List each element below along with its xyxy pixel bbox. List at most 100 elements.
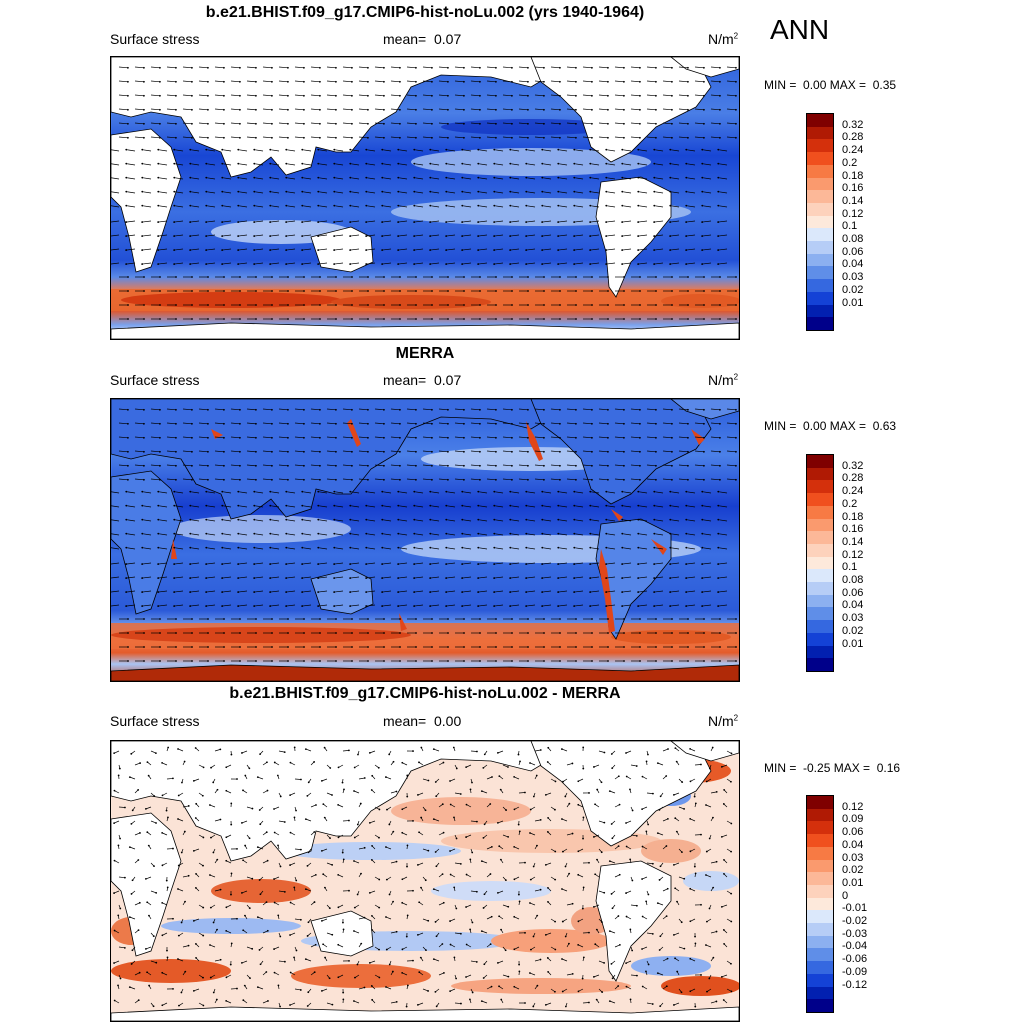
wind-vector [662,66,672,69]
wind-vector-head [212,921,215,924]
wind-vector [142,234,152,237]
wind-vector-head [447,290,449,292]
wind-vector [622,562,632,565]
wind-vector-head [382,478,385,481]
wind-vector-head [573,504,576,507]
wind-vector [342,108,352,111]
wind-vector-head [719,290,721,292]
wind-vector [334,248,344,251]
wind-vector [646,1002,653,1005]
wind-vector [382,234,392,237]
wind-vector [566,94,576,97]
wind-vector-head [222,478,225,481]
wind-vector [593,834,600,838]
wind-vector-head [239,318,241,320]
wind-vector [566,80,576,83]
wind-vector-head [238,108,241,111]
wind-vector [254,491,264,494]
wind-vector [390,94,400,97]
wind-vector-head [302,436,305,439]
wind-vector-head [562,780,564,783]
wind-vector-head [417,934,419,936]
wind-vector-head [462,136,465,139]
wind-vector-head [128,986,131,989]
wind-vector-head [607,646,609,648]
wind-vector [254,576,264,579]
wind-vector-head [542,66,545,69]
wind-vector [598,94,608,97]
wind-vector-head [315,804,317,806]
wind-vector-head [351,290,353,292]
wind-vector [510,590,520,593]
wind-vector-head [606,80,609,83]
wind-vector-head [210,836,212,839]
wind-vector-head [510,408,513,411]
wind-vector [718,562,728,565]
wind-vector-head [142,136,145,139]
wind-vector [726,66,736,69]
wind-vector-head [223,276,225,278]
wind-vector [670,519,680,522]
wind-vector [726,136,736,139]
wind-vector [510,234,520,237]
wind-vector-head [137,929,140,931]
wind-vector-head [285,532,288,535]
wind-vector-head [126,422,129,425]
wind-vector-head [349,204,352,207]
wind-vector-head [589,532,592,535]
wind-vector-head [177,864,180,867]
wind-vector [406,66,416,69]
wind-vector [630,764,637,767]
wind-vector-head [429,563,432,565]
wind-vector [638,220,648,223]
wind-vector-head [206,478,209,481]
wind-vector-head [469,858,472,861]
wind-vector [646,436,656,439]
wind-vector-head [146,971,148,974]
wind-vector-head [525,591,528,593]
colorbar-swatch [807,152,833,165]
wind-vector [390,436,400,439]
wind-vector-head [206,136,209,139]
wind-vector-head [238,408,241,411]
wind-vector-head [461,591,464,593]
wind-vector-head [131,949,134,952]
wind-vector-head [702,422,705,425]
wind-vector-head [689,887,692,890]
wind-vector [494,547,504,550]
wind-vector [478,562,488,565]
wind-vector-head [381,221,384,223]
wind-vector-head [318,122,321,125]
wind-vector [454,122,464,125]
wind-vector-head [365,518,368,521]
wind-vector-head [225,836,228,839]
wind-vector [254,604,264,607]
wind-vector-head [333,504,336,507]
wind-vector-head [382,422,385,425]
colorbar-tick-label: 0.24 [842,485,864,498]
wind-vector [654,576,664,579]
wind-vector-head [254,94,257,97]
wind-vector [326,408,336,411]
wind-vector-head [126,436,129,439]
wind-vector-head [637,162,640,165]
wind-vector [270,505,280,508]
colorbar-swatch [807,228,833,242]
wind-vector-head [645,830,648,833]
wind-vector-head [600,781,603,784]
wind-vector-head [592,975,595,978]
wind-vector-head [574,408,577,411]
wind-vector [526,562,536,565]
wind-vector [286,234,296,237]
wind-vector-head [225,999,228,1002]
land-australia [310,910,374,957]
wind-vector [214,450,224,453]
wind-vector [190,491,200,494]
wind-vector [382,220,392,223]
wind-vector-head [161,1004,164,1007]
wind-vector [694,80,704,83]
colorbar-tick-label: 0.16 [842,182,864,195]
wind-vector [686,590,696,593]
wind-vector-head [735,646,737,648]
wind-vector-head [558,408,561,411]
